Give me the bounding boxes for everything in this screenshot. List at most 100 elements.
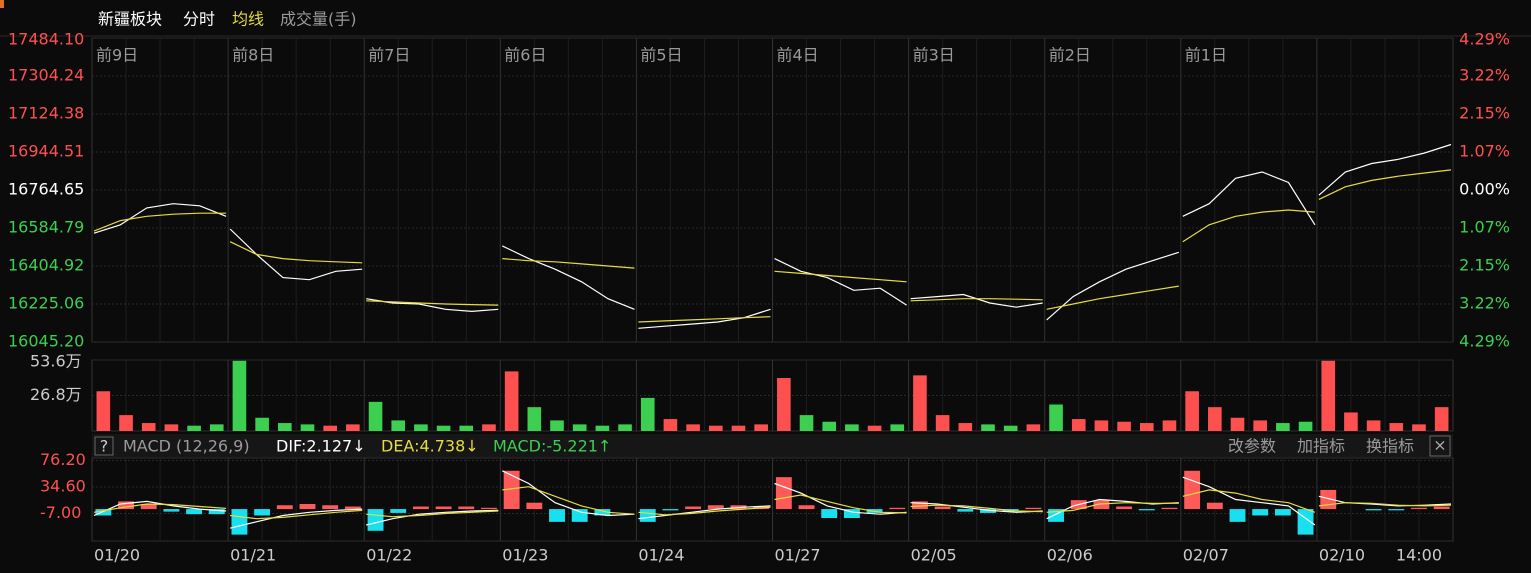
x-tick-label: 01/22: [366, 546, 412, 565]
macd-bar: [1411, 507, 1427, 510]
y2-tick-label: 3.22%: [1459, 294, 1510, 313]
series-line: [502, 470, 635, 517]
volume-bar: [436, 425, 451, 431]
y2-tick-label: 0.00%: [1459, 180, 1510, 199]
volume-bar: [1230, 417, 1245, 431]
volume-bar: [1162, 420, 1177, 431]
volume-bar: [913, 375, 927, 431]
macd-bar: [594, 509, 611, 516]
indicator-bar: [92, 434, 1453, 458]
macd-bar: [1274, 509, 1291, 516]
volume-bar: [708, 425, 723, 431]
volume-bar: [1298, 421, 1313, 431]
series-line: [1046, 251, 1179, 321]
x-time-label: 14:00: [1396, 546, 1442, 565]
switch-indicator-button[interactable]: 换指标: [1366, 437, 1414, 456]
macd-bar: [1184, 470, 1201, 510]
close-button[interactable]: [1429, 435, 1451, 457]
volume-bar: [164, 424, 179, 431]
macd-bar: [798, 505, 815, 510]
macd-bar: [1206, 502, 1223, 510]
y-tick-label: 53.6万: [30, 352, 82, 371]
volume-bar: [141, 423, 156, 431]
edit-params-button[interactable]: 改参数: [1228, 437, 1276, 456]
series-line: [93, 212, 227, 232]
volume-bar: [731, 425, 746, 431]
volume-bar: [1321, 360, 1336, 431]
macd-bar: [1229, 509, 1246, 522]
volume-bar: [1049, 404, 1063, 431]
legend-price: 分时: [183, 10, 215, 29]
y-tick-label: 16584.79: [8, 217, 84, 236]
volume-bar: [1139, 423, 1154, 431]
macd-bar: [843, 509, 860, 519]
volume-bar: [981, 424, 995, 431]
x-tick-label: 01/21: [230, 546, 276, 565]
macd-bar: [163, 509, 180, 512]
macd-bar: [435, 506, 452, 510]
volume-bar: [1253, 420, 1267, 431]
y-tick-label: 16225.06: [8, 294, 84, 313]
series-line: [774, 494, 907, 514]
volume-bar: [1389, 423, 1404, 431]
y-tick-label: -7.00: [40, 503, 81, 522]
series-line: [1318, 495, 1452, 507]
macd-bar: [1116, 506, 1133, 510]
corner-mark: [0, 0, 4, 8]
series-line: [1318, 502, 1452, 507]
macd-bar: [95, 509, 112, 516]
volume-bar: [1366, 420, 1381, 431]
series-line: [366, 510, 499, 518]
volume-bar: [845, 424, 859, 431]
session-label: 前1日: [1185, 46, 1227, 65]
macd-bar: [957, 509, 974, 512]
chart-title: 新疆板块: [98, 10, 162, 29]
macd-bar: [458, 506, 475, 510]
x-tick-label: 01/20: [94, 546, 140, 565]
macd-bar: [186, 509, 203, 515]
x-tick-label: 02/06: [1047, 546, 1093, 565]
help-button[interactable]: [94, 436, 114, 456]
y-tick-label: 76.20: [40, 450, 86, 469]
help-text[interactable]: ?: [100, 437, 109, 456]
volume-bar: [663, 419, 678, 431]
macd-bar: [1093, 500, 1110, 510]
y-tick-label: 17484.10: [8, 30, 84, 49]
volume-bar: [1208, 407, 1222, 431]
volume-bar: [1026, 424, 1041, 431]
volume-bar: [1185, 391, 1199, 431]
macd-bar: [889, 507, 906, 510]
session-label: 前6日: [504, 46, 546, 65]
volume-bar: [958, 423, 973, 431]
y2-tick-label: 2.15%: [1459, 103, 1510, 122]
series-line: [1182, 489, 1316, 513]
volume-bar: [935, 415, 950, 431]
macd-bar: [140, 503, 157, 510]
volume-bar: [278, 423, 292, 431]
y-tick-label: 26.8万: [30, 385, 82, 404]
add-indicator-button[interactable]: 加指标: [1297, 437, 1345, 456]
x-tick-label: 02/07: [1183, 546, 1229, 565]
session-label: 前2日: [1049, 46, 1091, 65]
y-tick-label: 34.60: [40, 476, 86, 495]
volume-bar: [527, 407, 542, 431]
y2-tick-label: 1.07%: [1459, 142, 1510, 161]
macd-bar: [707, 505, 724, 510]
macd-bar: [208, 509, 225, 515]
series-line: [1046, 285, 1179, 310]
close-text[interactable]: ×: [1433, 436, 1446, 455]
macd-bar: [1025, 507, 1042, 510]
macd-bar: [412, 506, 429, 510]
dif-label: DIF:2.127↓: [276, 437, 366, 456]
y-tick-label: 16944.51: [8, 142, 84, 161]
series-line: [502, 258, 635, 269]
series-line: [910, 504, 1043, 513]
macd-bar: [662, 509, 679, 511]
x-tick-label: 02/10: [1319, 546, 1365, 565]
dea-label: DEA:4.738↓: [381, 437, 479, 456]
y2-tick-label: 2.15%: [1459, 256, 1510, 275]
series-line: [1182, 171, 1316, 226]
volume-bar: [482, 424, 496, 431]
